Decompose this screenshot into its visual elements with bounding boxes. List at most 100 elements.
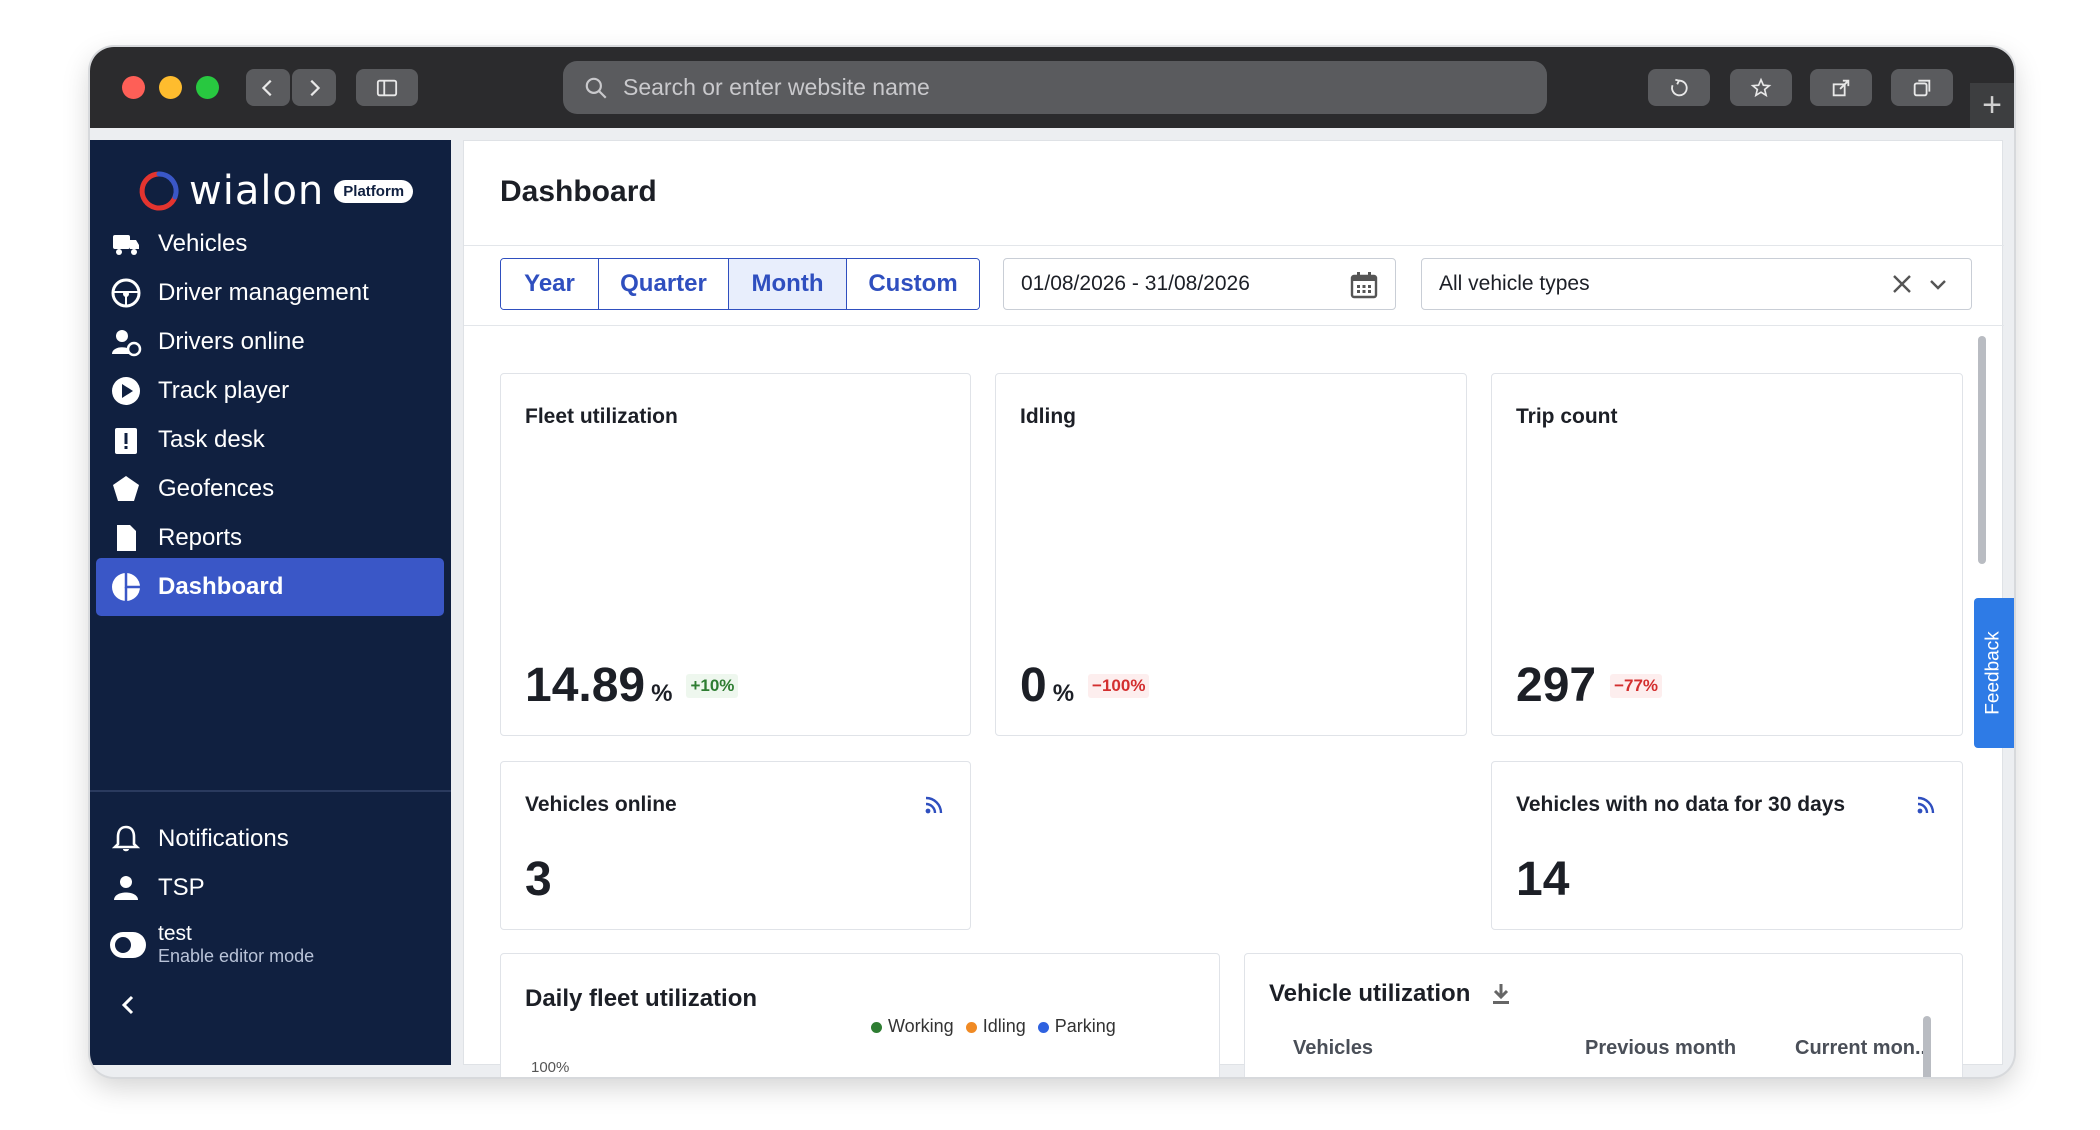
sidebar-item-notifications[interactable]: Notifications bbox=[96, 810, 444, 868]
card-value: 14 bbox=[1516, 853, 1570, 906]
sidebar-item-vehicles[interactable]: Vehicles bbox=[96, 215, 444, 273]
legend-item-idling[interactable]: Idling bbox=[965, 1016, 1026, 1037]
sidebar-item-label: Task desk bbox=[158, 426, 265, 453]
rss-icon[interactable] bbox=[924, 795, 944, 815]
main-content: Dashboard Year Quarter Month Custom 01/0… bbox=[463, 140, 2004, 1077]
value-unit: % bbox=[651, 680, 673, 707]
card-title: Fleet utilization bbox=[525, 405, 678, 428]
tab-custom[interactable]: Custom bbox=[847, 259, 979, 309]
tabs-icon bbox=[1913, 79, 1931, 96]
sidebar-item-label: Track player bbox=[158, 377, 290, 404]
bell-icon bbox=[110, 823, 142, 855]
period-selector: Year Quarter Month Custom bbox=[500, 258, 980, 310]
sidebar-item-label: Vehicles bbox=[158, 230, 248, 257]
page-scrollbar[interactable] bbox=[1975, 336, 1989, 1056]
vehicle-type-select[interactable]: All vehicle types bbox=[1421, 258, 1972, 310]
card-title: Trip count bbox=[1516, 405, 1618, 428]
rss-icon[interactable] bbox=[1916, 795, 1936, 815]
star-icon bbox=[1750, 77, 1772, 97]
date-range-value: 01/08/2026 - 31/08/2026 bbox=[1021, 272, 1250, 295]
change-badge: +10% bbox=[686, 674, 739, 698]
editor-user-name: test bbox=[158, 922, 192, 945]
scrollbar-thumb[interactable] bbox=[1978, 336, 1986, 564]
reload-button[interactable] bbox=[1648, 69, 1710, 106]
value-number: 0 bbox=[1020, 659, 1047, 712]
chevron-left-icon bbox=[121, 995, 134, 1015]
card-title: Vehicle utilization bbox=[1269, 980, 1471, 1007]
feedback-button[interactable]: Feedback bbox=[1974, 598, 2014, 748]
daily-fleet-utilization-card: Daily fleet utilization Working Idling P… bbox=[500, 953, 1220, 1077]
card-title: Vehicles online bbox=[525, 793, 677, 816]
card-value: 14.89 % +10% bbox=[525, 658, 739, 713]
column-header-previous-month[interactable]: Previous month bbox=[1585, 1037, 1737, 1059]
tab-month[interactable]: Month bbox=[729, 259, 847, 309]
clear-icon[interactable] bbox=[1889, 271, 1915, 297]
address-bar[interactable]: Search or enter website name bbox=[563, 61, 1547, 114]
forward-button[interactable] bbox=[292, 69, 336, 106]
chart-legend: Working Idling Parking bbox=[871, 1016, 1116, 1037]
card-title: Daily fleet utilization bbox=[525, 985, 758, 1012]
tab-year[interactable]: Year bbox=[501, 259, 599, 309]
wialon-logo-icon bbox=[139, 171, 179, 211]
sidebar-icon bbox=[376, 79, 398, 96]
tabs-overview-button[interactable] bbox=[1891, 69, 1953, 106]
vehicles-online-card: Vehicles online 3 bbox=[500, 761, 971, 930]
maximize-window-button[interactable] bbox=[196, 76, 219, 99]
document-icon bbox=[110, 522, 142, 554]
sidebar-divider bbox=[90, 790, 451, 792]
sidebar-item-tsp[interactable]: TSP bbox=[96, 859, 444, 917]
sidebar-item-geofences[interactable]: Geofences bbox=[96, 460, 444, 518]
editor-mode-label: Enable editor mode bbox=[158, 946, 315, 966]
tab-quarter[interactable]: Quarter bbox=[599, 259, 729, 309]
new-tab-button[interactable]: + bbox=[1970, 83, 2014, 128]
change-badge: −77% bbox=[1610, 674, 1663, 698]
pentagon-icon bbox=[110, 473, 142, 505]
chevron-left-icon bbox=[261, 79, 272, 96]
sidebar: wialon Platform Vehicles Driver manageme… bbox=[90, 140, 451, 1065]
card-title: Vehicles with no data for 30 days bbox=[1516, 793, 1846, 816]
editor-mode-toggle[interactable]: test Enable editor mode bbox=[110, 922, 314, 967]
table-scrollbar[interactable] bbox=[1923, 1016, 1931, 1077]
sidebar-item-driver-management[interactable]: Driver management bbox=[96, 264, 444, 322]
sidebar-toggle-button[interactable] bbox=[356, 69, 418, 106]
toggle-switch[interactable] bbox=[110, 931, 146, 958]
value-unit: % bbox=[1052, 680, 1075, 707]
card-value: 297 −77% bbox=[1516, 658, 1663, 713]
filter-divider bbox=[464, 325, 2004, 326]
card-value: 0 % −100% bbox=[1020, 658, 1150, 713]
sidebar-item-label: Dashboard bbox=[158, 573, 284, 600]
column-header-vehicles[interactable]: Vehicles bbox=[1293, 1037, 1374, 1059]
legend-item-working[interactable]: Working bbox=[871, 1016, 954, 1037]
sidebar-item-dashboard[interactable]: Dashboard bbox=[96, 558, 444, 616]
collapse-sidebar-button[interactable] bbox=[114, 990, 144, 1020]
chevron-down-icon[interactable] bbox=[1925, 271, 1951, 297]
date-range-field[interactable]: 01/08/2026 - 31/08/2026 bbox=[1003, 258, 1396, 310]
calendar-icon[interactable] bbox=[1349, 270, 1379, 300]
wialon-logo[interactable]: wialon Platform bbox=[137, 168, 414, 214]
legend-item-parking[interactable]: Parking bbox=[1037, 1016, 1116, 1037]
reload-icon bbox=[1671, 78, 1688, 96]
download-icon[interactable] bbox=[1487, 980, 1515, 1008]
sidebar-item-label: Geofences bbox=[158, 475, 275, 502]
person-icon bbox=[110, 872, 142, 904]
back-button[interactable] bbox=[246, 69, 290, 106]
share-icon bbox=[1832, 79, 1850, 96]
title-divider bbox=[464, 245, 2004, 246]
share-button[interactable] bbox=[1810, 69, 1872, 106]
sidebar-item-label: TSP bbox=[158, 874, 205, 901]
close-window-button[interactable] bbox=[122, 76, 145, 99]
value-number: 297 bbox=[1516, 659, 1597, 712]
trip-count-card: Trip count 297 −77% bbox=[1491, 373, 1963, 736]
feedback-label: Feedback bbox=[1983, 631, 2005, 715]
sidebar-item-track-player[interactable]: Track player bbox=[96, 362, 444, 420]
bookmark-button[interactable] bbox=[1730, 69, 1792, 106]
fleet-utilization-card: Fleet utilization 14.89 % +10% bbox=[500, 373, 971, 736]
minimize-window-button[interactable] bbox=[159, 76, 182, 99]
steering-wheel-icon bbox=[110, 277, 142, 309]
sidebar-item-task-desk[interactable]: Task desk bbox=[96, 411, 444, 469]
pie-chart-icon bbox=[110, 571, 142, 603]
vehicle-utilization-card: Vehicle utilization Vehicles Previous mo… bbox=[1244, 953, 1963, 1077]
sidebar-item-drivers-online[interactable]: Drivers online bbox=[96, 313, 444, 371]
sidebar-item-reports[interactable]: Reports bbox=[96, 509, 444, 567]
column-header-current-month[interactable]: Current mon... bbox=[1795, 1037, 1932, 1059]
